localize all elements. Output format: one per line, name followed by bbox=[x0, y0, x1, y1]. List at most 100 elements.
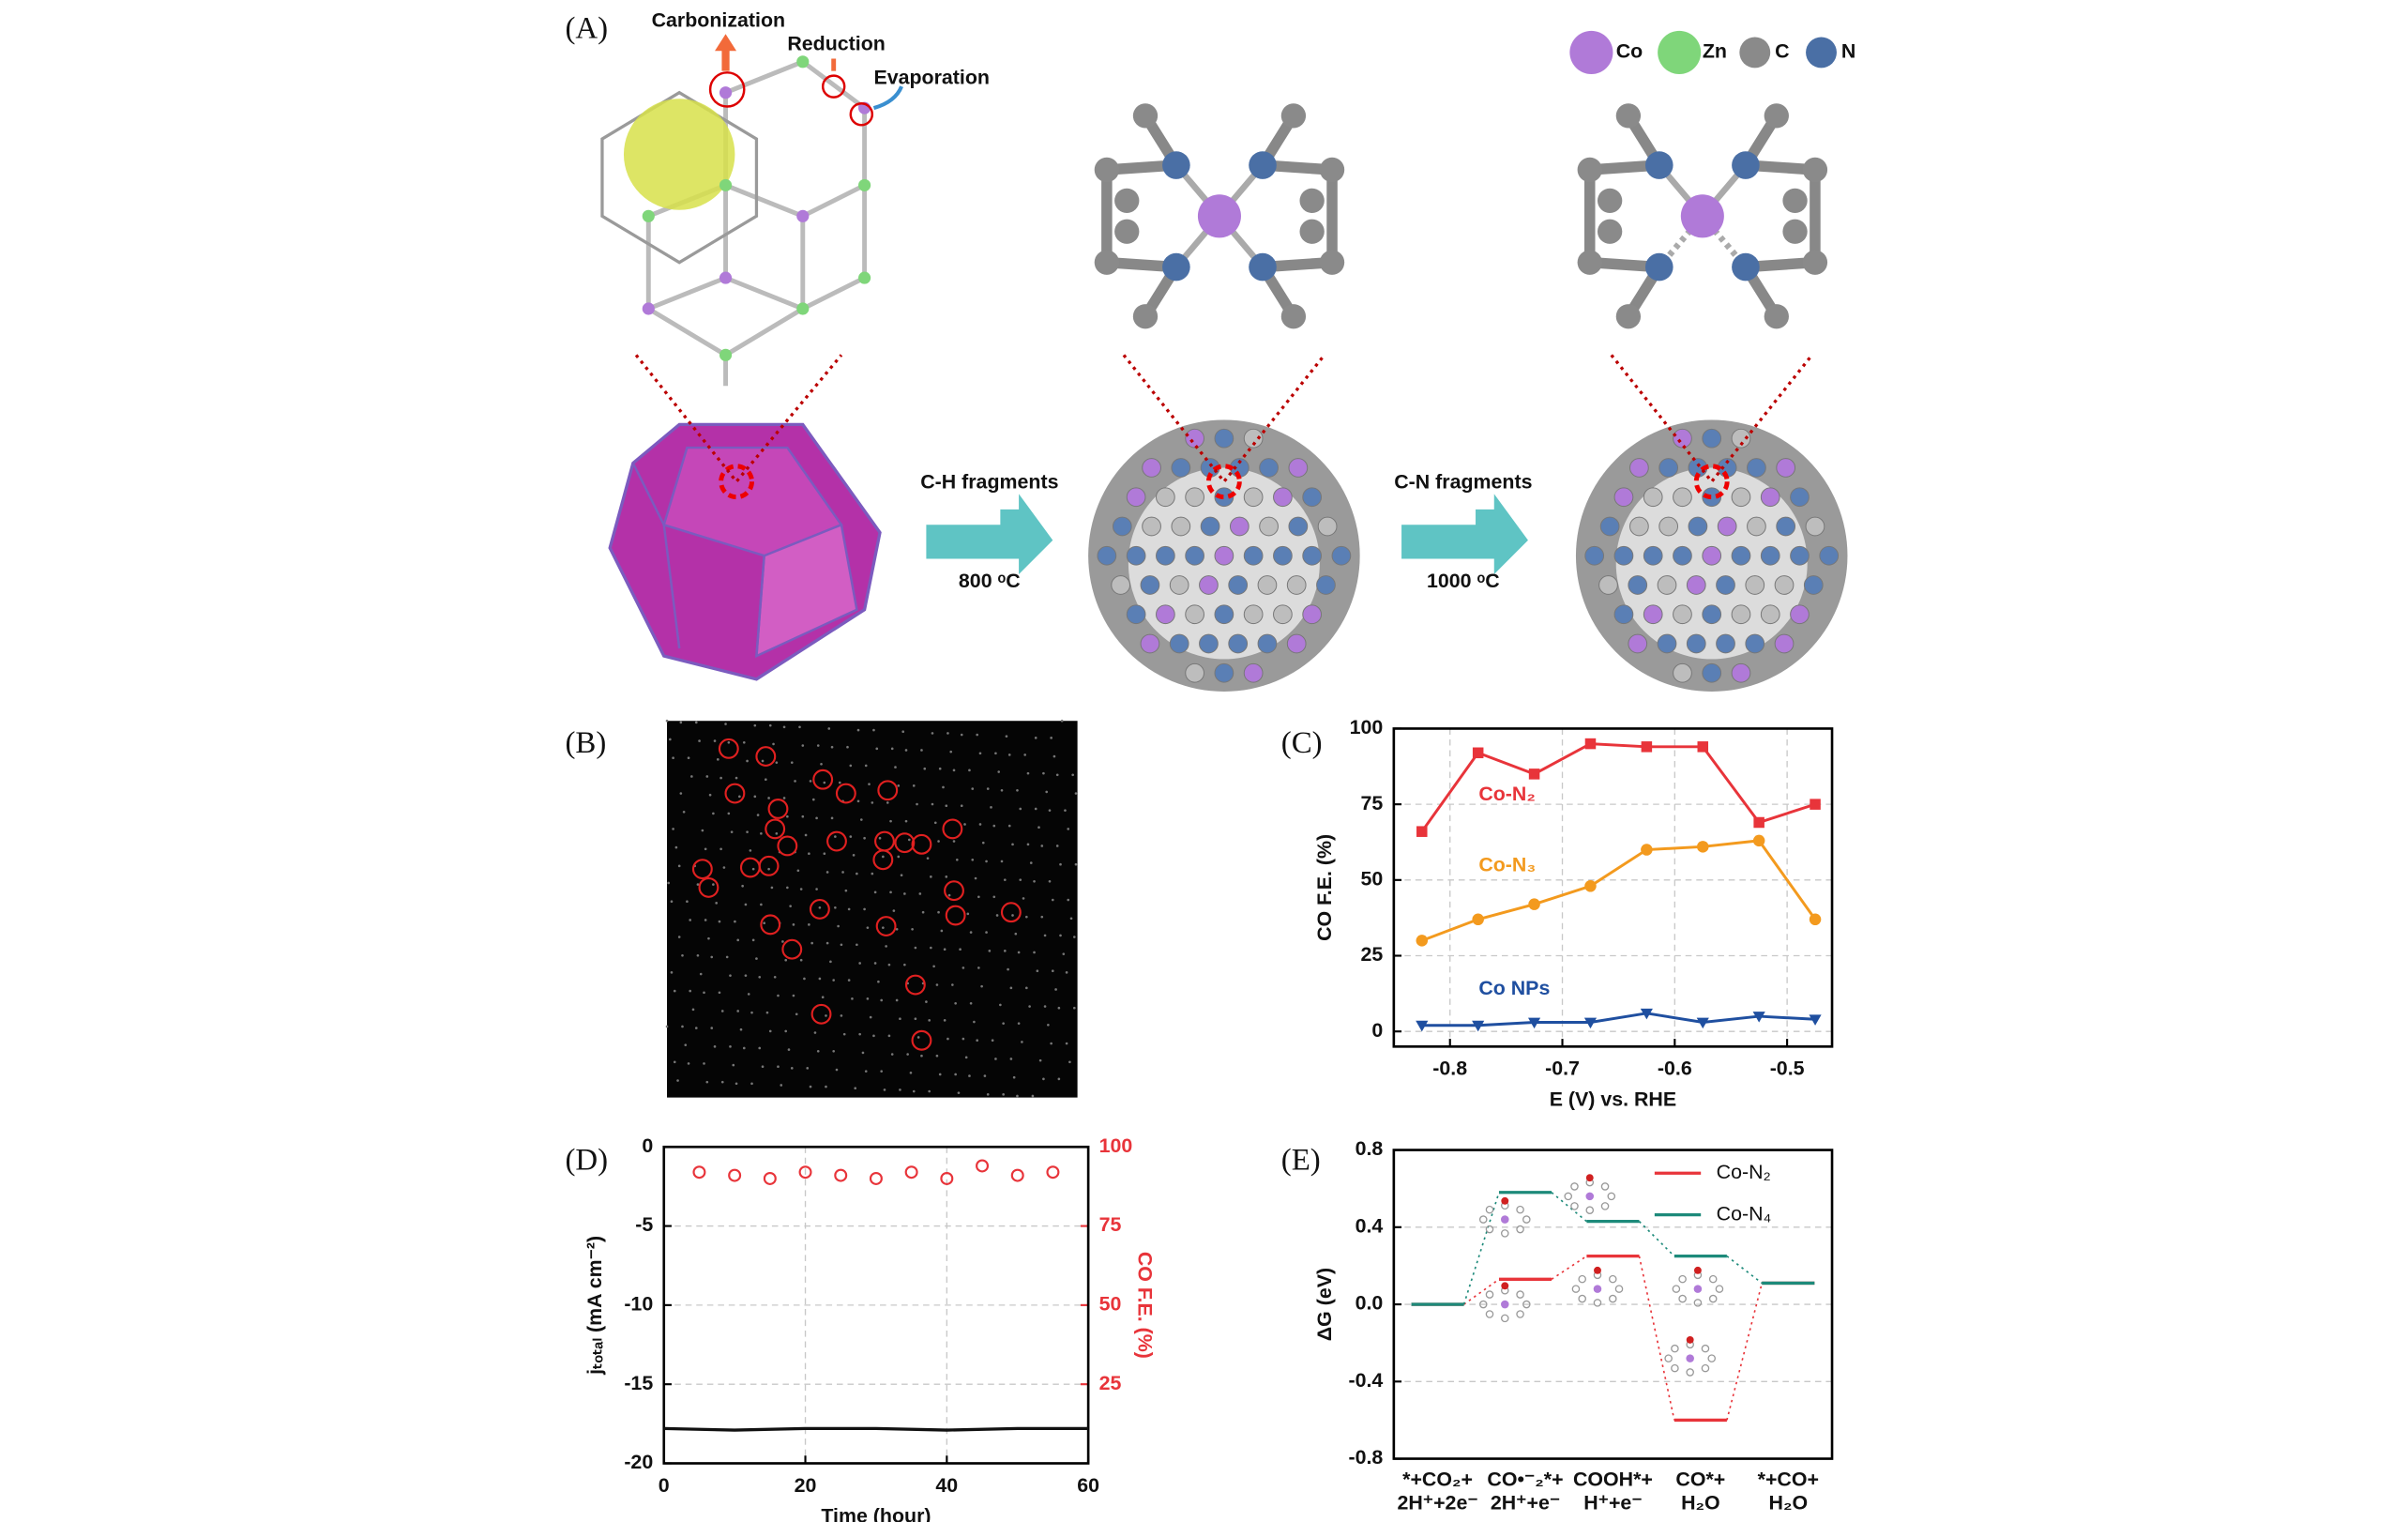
speckle bbox=[901, 730, 905, 734]
speckle bbox=[849, 764, 853, 768]
carbon bbox=[1782, 188, 1808, 214]
speckle bbox=[1031, 1094, 1035, 1098]
speckle bbox=[665, 1025, 669, 1028]
speckle bbox=[909, 1071, 913, 1074]
speckle bbox=[868, 783, 871, 785]
speckle bbox=[772, 742, 775, 746]
speckle bbox=[742, 740, 746, 744]
speckle bbox=[670, 900, 674, 904]
atom bbox=[1716, 575, 1735, 595]
speckle bbox=[727, 740, 731, 744]
speckle bbox=[767, 867, 770, 871]
nitrogen bbox=[1732, 151, 1760, 179]
y-tick-label: 100 bbox=[1350, 716, 1384, 738]
atom bbox=[1228, 633, 1249, 654]
atom bbox=[1243, 545, 1264, 566]
atom bbox=[1228, 575, 1249, 595]
atom bbox=[1643, 604, 1663, 625]
atom-marker bbox=[877, 780, 899, 801]
speckle bbox=[687, 756, 690, 760]
speckle bbox=[943, 1019, 947, 1022]
marker bbox=[1416, 935, 1429, 947]
adsorbate-atom bbox=[1708, 1274, 1718, 1284]
speckle bbox=[885, 945, 887, 948]
speckle bbox=[1026, 771, 1030, 775]
speckle bbox=[985, 931, 988, 934]
speckle bbox=[815, 888, 818, 890]
speckle bbox=[988, 950, 992, 952]
speckle bbox=[818, 977, 822, 981]
speckle bbox=[1038, 1058, 1042, 1062]
speckle bbox=[914, 946, 917, 950]
atom bbox=[1229, 516, 1249, 537]
y2-tick-label: 75 bbox=[1099, 1213, 1122, 1236]
speckle bbox=[957, 1091, 961, 1094]
speckle bbox=[835, 1068, 839, 1072]
speckle bbox=[1000, 788, 1004, 792]
speckle bbox=[1029, 861, 1033, 864]
marker bbox=[692, 1165, 706, 1180]
speckle bbox=[840, 1014, 843, 1017]
x-tick-label: -0.8 bbox=[1432, 1058, 1467, 1080]
speckle bbox=[945, 875, 948, 878]
legend-label: Co bbox=[1616, 40, 1643, 63]
adsorbate-atom bbox=[1571, 1285, 1581, 1293]
marker bbox=[1640, 1008, 1653, 1020]
marker bbox=[1752, 1012, 1765, 1023]
marker bbox=[1809, 1014, 1822, 1026]
speckle bbox=[952, 769, 956, 772]
atom-marker bbox=[781, 938, 803, 960]
speckle bbox=[830, 745, 834, 749]
y-tick-label: 0 bbox=[1371, 1019, 1383, 1042]
speckle bbox=[992, 895, 996, 899]
speckle bbox=[856, 799, 860, 803]
panel-label: (C) bbox=[1281, 726, 1323, 760]
atom bbox=[1126, 545, 1146, 566]
atom bbox=[1331, 545, 1352, 566]
speckle bbox=[777, 994, 780, 997]
step-temperature: 1000 ᵒC bbox=[1427, 570, 1500, 592]
speckle bbox=[782, 797, 786, 799]
y-tick-label: -15 bbox=[624, 1372, 653, 1394]
process-label: Reduction bbox=[787, 32, 886, 54]
atom bbox=[1760, 604, 1780, 625]
speckle bbox=[928, 1089, 931, 1093]
speckle bbox=[1069, 917, 1073, 921]
speckle bbox=[964, 1056, 968, 1059]
adsorbate-atom bbox=[1671, 1344, 1679, 1353]
atom-marker bbox=[777, 835, 798, 857]
atom bbox=[1673, 428, 1692, 449]
carbon bbox=[1132, 304, 1159, 329]
carbon bbox=[1132, 103, 1159, 129]
speckle bbox=[999, 1003, 1002, 1007]
adsorbate-atom bbox=[1607, 1192, 1616, 1201]
adsorbate-atom bbox=[1564, 1192, 1573, 1201]
speckle bbox=[894, 766, 897, 769]
marker bbox=[976, 1159, 990, 1173]
adsorbate-atom bbox=[1516, 1310, 1524, 1318]
marker bbox=[1752, 834, 1765, 847]
y2-axis-label: CO F.E. (%) bbox=[1134, 1252, 1157, 1359]
speckle bbox=[1033, 951, 1036, 954]
atom-marker bbox=[894, 832, 916, 854]
speckle bbox=[935, 983, 939, 986]
speckle bbox=[1009, 986, 1013, 990]
speckle bbox=[852, 854, 856, 857]
speckle bbox=[821, 996, 825, 999]
speckle bbox=[1051, 898, 1054, 902]
speckle bbox=[947, 893, 951, 897]
connector bbox=[1463, 1278, 1500, 1305]
speckle bbox=[672, 828, 674, 830]
adsorbate-atom bbox=[1664, 1354, 1673, 1362]
speckle bbox=[765, 1011, 769, 1014]
y2-tick-label: 50 bbox=[1099, 1293, 1122, 1316]
series-label: Co NPs bbox=[1478, 977, 1550, 999]
speckle bbox=[736, 938, 740, 942]
speckle bbox=[945, 804, 948, 808]
speckle bbox=[764, 778, 767, 782]
atom bbox=[1288, 516, 1309, 537]
speckle bbox=[1025, 986, 1028, 990]
y-axis-label: ΔG (eV) bbox=[1313, 1268, 1336, 1341]
speckle bbox=[825, 1014, 827, 1017]
